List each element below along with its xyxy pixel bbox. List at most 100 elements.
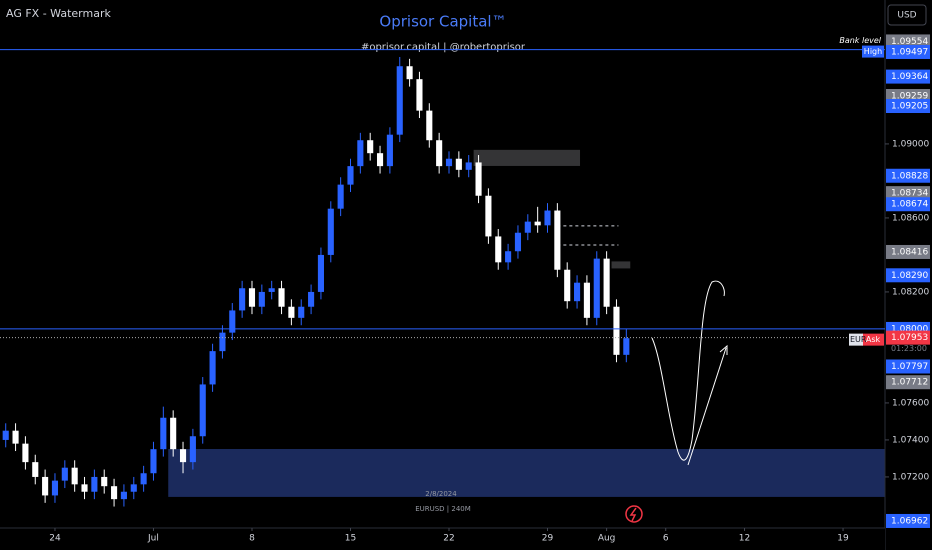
x-tick-label: 22: [443, 534, 454, 544]
candle-body: [396, 66, 403, 135]
x-tick-label: 15: [345, 534, 356, 544]
candle-body: [288, 306, 295, 318]
price-tag-label: 1.08290: [891, 271, 928, 281]
x-tick-label: 12: [739, 534, 750, 544]
candle-body: [32, 462, 39, 477]
price-tag-label: 1.08734: [891, 189, 928, 199]
currency-label: USD: [897, 11, 916, 21]
candle-body: [603, 258, 610, 307]
candle-body: [120, 491, 127, 500]
candle-body: [189, 436, 196, 463]
candle-body: [505, 251, 512, 263]
candle-body: [179, 449, 187, 463]
candle-body: [71, 467, 78, 485]
x-tick-label: 8: [249, 534, 255, 544]
candle-body: [22, 443, 29, 463]
x-tick-label: 6: [663, 534, 669, 544]
projection-arrow: [687, 347, 727, 466]
candle-body: [455, 158, 462, 170]
price-tag-label: 1.07797: [891, 362, 928, 372]
price-tag-label: 1.07953: [891, 333, 928, 343]
chart-title: Oprisor Capital™: [379, 13, 506, 31]
candle-body: [623, 338, 630, 355]
price-tag: [886, 375, 930, 390]
y-tick-label: 1.08200: [892, 287, 929, 297]
candle-body: [298, 306, 305, 318]
candle-body: [495, 236, 502, 263]
candle-body: [436, 140, 443, 167]
price-tag-label: 1.08828: [891, 171, 928, 181]
candle-body: [367, 140, 374, 154]
y-tick-label: 1.08600: [892, 213, 929, 223]
candle-body: [317, 254, 324, 292]
candle-body: [170, 417, 177, 450]
price-tag-label: 1.08416: [891, 247, 928, 257]
price-tag: [886, 330, 930, 345]
candle-body: [564, 269, 571, 302]
price-tag: [886, 34, 930, 49]
time-axis: [0, 528, 885, 550]
plot-area: [2, 56, 885, 507]
candle-body: [357, 140, 364, 167]
alert-icon[interactable]: [625, 505, 643, 523]
candle-body: [327, 208, 334, 255]
price-tag: [886, 244, 930, 259]
price-tag: [886, 197, 930, 212]
line-tag: High: [864, 47, 882, 56]
candle-body: [426, 110, 433, 141]
zone: [611, 261, 631, 269]
zone: [473, 149, 581, 166]
candle-body: [554, 210, 561, 270]
candle-body: [150, 449, 157, 474]
price-tag-label: 1.09364: [891, 72, 928, 82]
line-tag-bg: [862, 333, 884, 346]
y-tick-label: 1.07400: [892, 435, 929, 445]
candle-body: [209, 351, 216, 385]
candle-body: [347, 166, 354, 185]
price-tag-label: 1.08000: [891, 324, 928, 334]
price-tag-label: 1.06962: [891, 516, 928, 526]
y-tick-label: 1.09000: [892, 139, 929, 149]
price-tag: [886, 44, 930, 59]
watermark-date: 2/8/2024: [425, 490, 457, 498]
candle-body: [544, 210, 551, 226]
candle-body: [219, 332, 226, 352]
price-tag: [886, 513, 930, 528]
candle-body: [111, 486, 118, 500]
candle-body: [475, 162, 482, 196]
candle-body: [376, 153, 384, 167]
x-tick-label: 29: [542, 534, 554, 544]
price-tag: [886, 268, 930, 283]
candle-body: [258, 291, 265, 307]
candle-body: [101, 476, 108, 487]
countdown: 01:23:00: [891, 344, 927, 353]
price-tag: [886, 69, 930, 84]
price-tag-label: 1.09259: [891, 92, 928, 102]
zone: [168, 449, 885, 497]
price-tag: [886, 99, 930, 114]
y-tick-label: 1.07600: [892, 398, 929, 408]
chart-subtitle: #oprisor.capital | @robertoprisor: [361, 42, 526, 53]
candle-body: [445, 158, 453, 167]
candle-body: [91, 476, 98, 492]
x-tick-label: Jul: [147, 534, 159, 544]
candle-body: [514, 232, 522, 252]
price-tag-label: 1.09205: [891, 102, 928, 112]
candle-body: [465, 162, 472, 170]
line-tag: Ask: [866, 335, 881, 344]
line-label-bg: [849, 333, 863, 346]
line-label: EUR: [850, 335, 867, 344]
candle-body: [239, 288, 246, 311]
candle-body: [160, 417, 167, 450]
watermark-symbol: EURUSD | 240M: [415, 505, 471, 513]
candle-body: [534, 221, 541, 226]
header-label: AG FX - Watermark: [6, 7, 111, 20]
candle-body: [81, 484, 88, 492]
candle-body: [61, 467, 68, 481]
candle-body: [574, 282, 581, 302]
candle-body: [2, 430, 9, 440]
currency-button[interactable]: [887, 4, 927, 26]
candle-body: [140, 473, 147, 485]
candle-body: [337, 184, 344, 209]
